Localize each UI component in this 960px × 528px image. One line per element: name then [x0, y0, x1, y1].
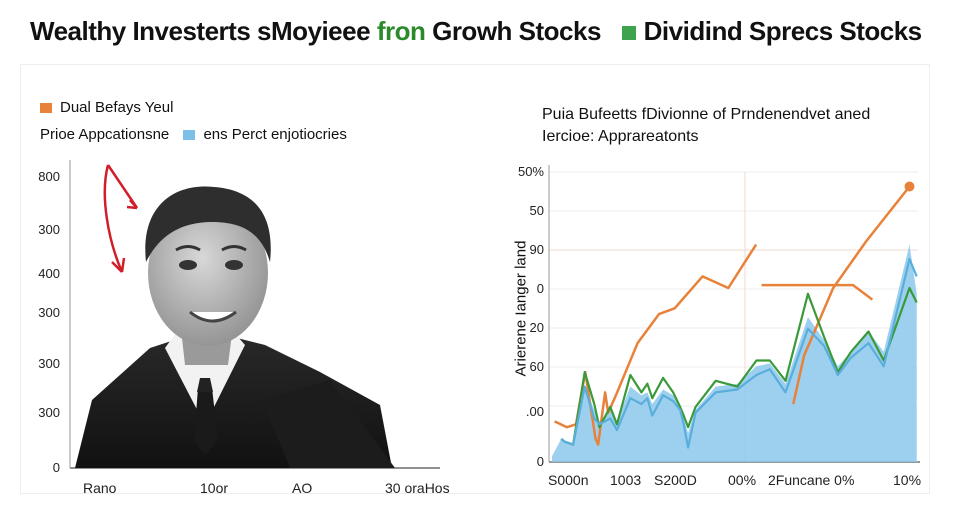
left-ytick: 300 [38, 222, 60, 237]
series-line-orange-line [792, 185, 911, 405]
left-legend-1-label: Dual Befays Yeul [60, 99, 174, 116]
right-ytick: 0 [536, 454, 544, 469]
right-ytick: 50 [529, 203, 544, 218]
left-xtick: 10or [200, 480, 229, 496]
left-ytick: 300 [38, 405, 60, 420]
right-chart-title: Puia Bufeetts fDivionne of Prndenendvet … [542, 106, 871, 145]
title-text-4: Dividind Sprecs Stocks [643, 16, 922, 46]
title-text-3: Growh Stocks [432, 16, 601, 46]
blue-swatch [183, 130, 196, 141]
left-ytick: 0 [52, 460, 60, 475]
left-xtick: Rano [83, 480, 117, 496]
left-legend-2a-label: Prioe Appcationsne [40, 126, 170, 143]
person-portrait-icon [75, 186, 395, 468]
figure-frame [20, 64, 930, 494]
series-line-green-line [560, 286, 918, 446]
title-text-2: fron [376, 16, 426, 46]
right-xtick: 1003 [610, 472, 642, 488]
right-chart-marks [552, 181, 918, 462]
right-ytick: 0 [536, 281, 544, 296]
left-ytick: 300 [38, 305, 60, 320]
right-y-axis-label: Arierene Ianger land [512, 240, 530, 377]
left-xtick: AO [292, 480, 313, 496]
right-ytick: 20 [529, 320, 544, 335]
right-xtick: 00% [728, 472, 757, 488]
left-ytick: 400 [38, 266, 60, 281]
series-area [552, 244, 917, 462]
left-legend-1: Dual Befays Yeul [40, 99, 173, 116]
right-xtick: S000n [548, 472, 589, 488]
right-xtick: 10% [893, 472, 922, 488]
title-text-1: Wealthy Investerts sMoyieee [30, 16, 371, 46]
left-ytick: 300 [38, 356, 60, 371]
left-ytick: 800 [38, 169, 60, 184]
right-ytick: .00 [525, 404, 544, 419]
green-legend-square [621, 26, 636, 41]
right-ytick: 60 [529, 359, 544, 374]
series-line-blue-line [560, 257, 918, 449]
left-legend-2: Prioe Appcationsne ens Perct enjotiocrie… [40, 126, 347, 143]
page-title: Wealthy Investerts sMoyieee fron Growh S… [30, 16, 922, 47]
left-legend-2b-label: ens Perct enjotiocries [203, 126, 347, 143]
right-xtick: S200D [654, 472, 697, 488]
series-line-orange-line [761, 283, 874, 301]
right-xtick: 2Funcane 0% [768, 472, 855, 488]
right-ytick: 90 [529, 242, 544, 257]
right-ytick: 50% [517, 164, 544, 179]
left-xtick: 30 oraHos [385, 480, 450, 496]
orange-swatch [40, 103, 52, 114]
red-arrow-icon [103, 164, 139, 273]
series-end-marker [904, 181, 915, 192]
